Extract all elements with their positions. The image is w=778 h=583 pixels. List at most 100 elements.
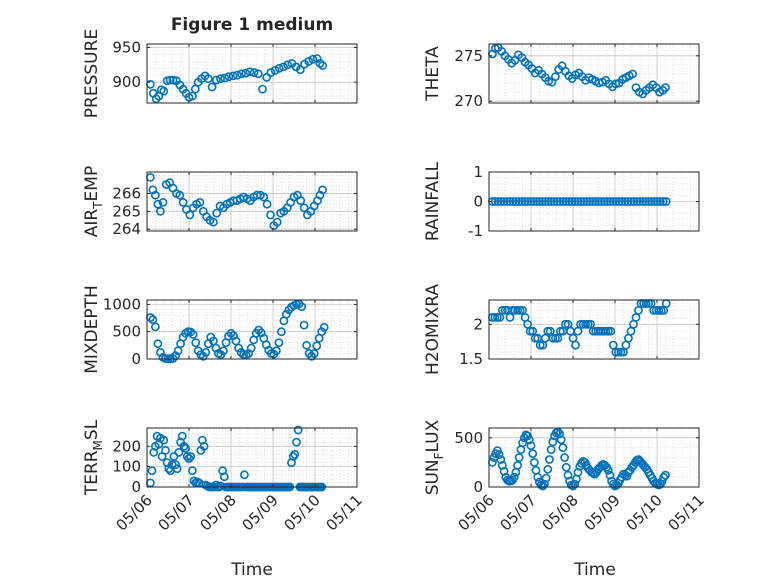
data-point-pressure [241, 68, 251, 78]
y-axis-label-mixdepth: MIXDEPTH [82, 285, 102, 374]
y-tick-label: 2 [473, 315, 483, 333]
data-point-rainfall [594, 197, 603, 206]
data-point-rainfall [546, 197, 556, 206]
data-point-air_temp [195, 197, 205, 207]
axis-box-mixdepth [146, 299, 358, 360]
data-point-rainfall [505, 197, 515, 206]
data-point-rainfall [650, 197, 659, 206]
data-point-pressure [308, 54, 318, 64]
data-point-sun_flux [496, 455, 506, 464]
data-point-sun_flux [543, 464, 553, 474]
data-point-rainfall [635, 197, 645, 206]
data-point-rainfall [573, 197, 583, 206]
data-point-mixdepth [312, 341, 322, 351]
y-tick-label: 0 [473, 478, 483, 496]
data-point-sun_flux [514, 453, 524, 462]
data-point-pressure [295, 65, 305, 75]
data-point-sun_flux [555, 429, 564, 439]
data-point-rainfall [658, 197, 668, 206]
data-point-pressure [253, 69, 263, 79]
data-point-theta [628, 69, 637, 79]
figure-title: Figure 1 medium [171, 15, 333, 35]
y-axis-label-terr_msl: TERRMSL [82, 419, 105, 496]
data-point-mixdepth [218, 346, 228, 356]
data-point-mixdepth [186, 327, 196, 337]
data-point-sun_flux [538, 481, 548, 491]
data-point-sun_flux [659, 472, 669, 482]
data-point-sun_flux [560, 453, 569, 462]
y-axis-label-rainfall: RAINFALL [423, 161, 443, 241]
data-point-mixdepth [302, 340, 311, 350]
data-point-sun_flux [530, 457, 539, 467]
data-point-pressure [279, 62, 288, 72]
data-point-rainfall [561, 197, 571, 206]
data-point-terr_msl [186, 452, 196, 461]
data-point-rainfall [655, 197, 665, 206]
data-point-sun_flux [558, 443, 568, 453]
data-point-rainfall [647, 197, 656, 206]
data-point-mixdepth [281, 309, 291, 319]
data-point-sun_flux [492, 446, 502, 455]
axis-box-sun_flux [488, 427, 700, 488]
data-point-rainfall [499, 197, 509, 206]
data-point-pressure [266, 68, 276, 77]
axis-box-h2omixra [488, 299, 700, 360]
data-point-rainfall [555, 197, 565, 206]
data-point-terr_msl [147, 466, 157, 476]
y-tick-label: 950 [112, 38, 141, 56]
y-tick-label: 0 [131, 478, 141, 496]
data-point-air_temp [158, 197, 168, 207]
data-point-air_temp [178, 197, 188, 207]
data-point-terr_msl [161, 445, 170, 455]
data-point-rainfall [623, 197, 633, 206]
subplot-rainfall: -1 0 1 RAINFALL [423, 161, 700, 241]
data-point-air_temp [296, 196, 306, 205]
data-point-sun_flux [509, 472, 519, 482]
data-point-rainfall [511, 197, 521, 206]
data-point-sun_flux [603, 465, 613, 475]
data-point-pressure [245, 67, 255, 77]
axis-box-theta [488, 43, 700, 104]
data-point-terr_msl [159, 435, 169, 445]
data-point-terr_msl [174, 447, 184, 457]
data-point-mixdepth [191, 338, 201, 347]
data-point-sun_flux [546, 445, 556, 454]
data-point-air_temp [266, 210, 275, 220]
data-point-pressure [165, 75, 175, 85]
data-point-rainfall [617, 197, 627, 206]
data-point-air_temp [212, 208, 222, 218]
y-tick-label: 500 [112, 323, 141, 341]
data-point-sun_flux [573, 467, 583, 477]
data-point-pressure [187, 91, 197, 101]
y-tick-label: 266 [112, 184, 141, 202]
data-point-sun_flux [528, 449, 538, 458]
y-axis-label-pressure: PRESSURE [82, 29, 102, 118]
data-point-sun_flux [605, 470, 615, 480]
data-point-air_temp [150, 190, 160, 200]
data-point-mixdepth [271, 346, 281, 356]
data-point-rainfall [661, 197, 671, 206]
data-point-sun_flux [570, 479, 580, 489]
data-point-rainfall [552, 197, 562, 206]
data-point-rainfall [520, 197, 530, 206]
data-point-mixdepth [226, 328, 236, 338]
data-point-rainfall [549, 197, 559, 206]
data-point-air_temp [318, 185, 327, 195]
axis-box-pressure [146, 43, 358, 104]
data-point-sun_flux [524, 435, 534, 445]
y-tick-label: -1 [468, 222, 483, 240]
data-point-h2omixra [497, 305, 507, 315]
y-axis-label-air_temp: AIRTEMP [82, 166, 105, 237]
data-point-pressure [216, 74, 225, 84]
data-point-pressure [228, 71, 238, 81]
y-tick-label: 0 [131, 350, 141, 368]
data-point-rainfall [567, 197, 577, 206]
data-point-rainfall [629, 197, 639, 206]
data-point-rainfall [529, 197, 538, 206]
data-point-rainfall [532, 197, 541, 206]
data-point-rainfall [502, 197, 512, 206]
data-point-sun_flux [545, 455, 554, 464]
data-point-pressure [318, 61, 327, 70]
axis-box-air_temp [146, 171, 358, 232]
data-point-rainfall [496, 197, 506, 206]
